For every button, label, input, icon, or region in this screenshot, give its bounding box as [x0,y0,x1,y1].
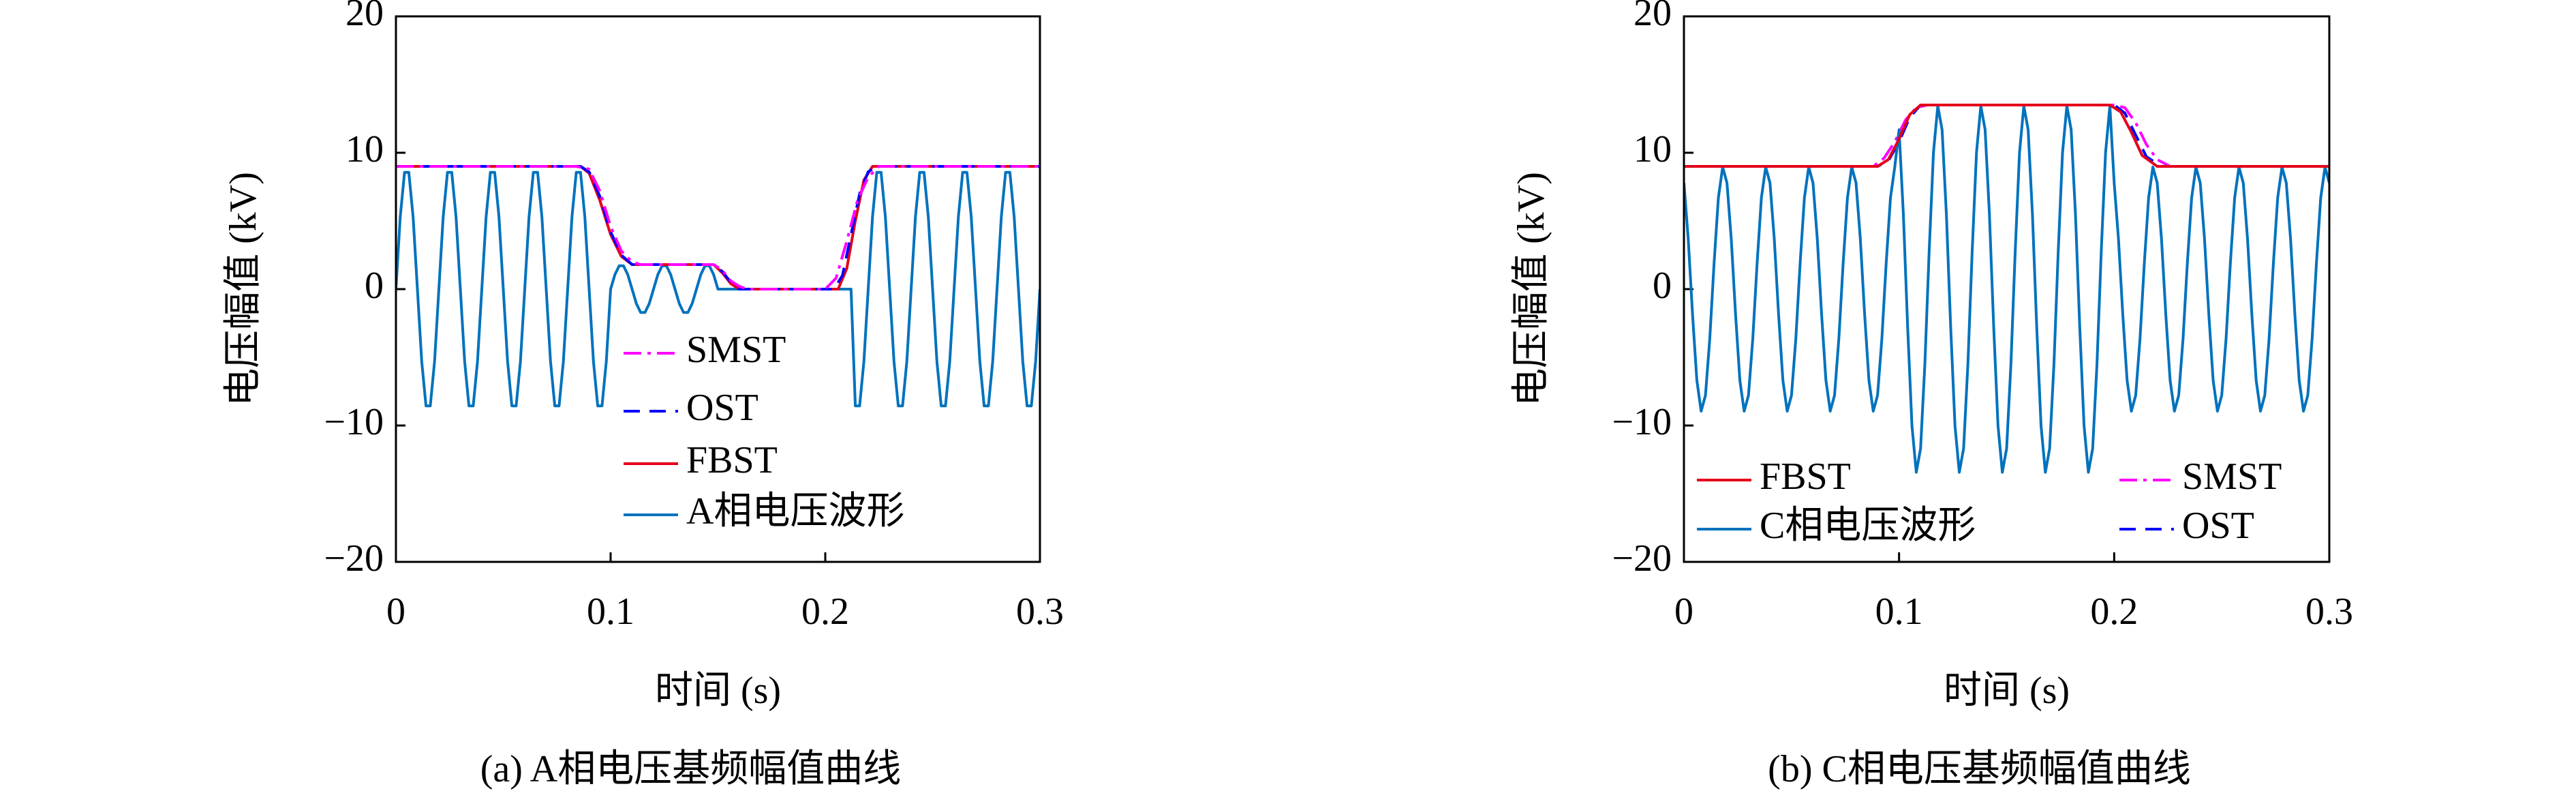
legend-label: FBST [1760,456,1851,498]
series-line [396,165,1040,290]
legend-label: SMST [2182,456,2282,498]
y-tick-label: −20 [1612,537,1672,580]
legend-label: OST [686,387,758,429]
y-tick-label: 10 [1634,128,1672,170]
series-line [1684,104,2329,474]
plot-frame [395,15,1041,563]
x-tick-label: 0.1 [1875,591,1923,633]
x-tick-label: 0.2 [2090,591,2138,633]
series-line [396,170,1040,408]
legend-label: OST [2182,505,2254,547]
series [1684,104,2329,168]
caption: (a) A相电压基频幅值曲线 [480,748,902,790]
y-tick-label: −10 [1612,401,1672,443]
series-line [396,165,1040,290]
series [396,165,1040,290]
caption: (b) C相电压基频幅值曲线 [1768,748,2191,790]
legend-label: C相电压波形 [1760,505,1976,547]
y-tick-label: −10 [324,401,384,443]
x-tick-label: 0 [386,591,405,633]
y-axis-label: 电压幅值 (kV) [222,172,264,406]
series-line [1684,104,2329,168]
series-line [1684,104,2329,168]
legend-label: A相电压波形 [686,490,904,533]
y-tick-label: 20 [346,0,384,34]
y-tick-label: 0 [1653,265,1672,307]
x-tick-label: 0.2 [801,591,849,633]
y-tick-label: 0 [365,265,384,307]
y-tick-label: −20 [324,537,384,580]
y-tick-label: 20 [1634,0,1672,34]
chart: −20 −10 0 10 20 0 0.1 0.2 0.3 SMST OST FBST A相电压波形时间… [222,0,1064,790]
series [396,165,1040,290]
legend-label: SMST [686,329,786,371]
y-tick-label: 10 [346,128,384,170]
series [396,170,1040,408]
x-axis-label: 时间 (s) [655,670,781,712]
x-tick-label: 0.3 [2305,591,2353,633]
series [1684,104,2329,168]
plot-area [396,165,1040,408]
series [1684,104,2329,474]
y-axis-label: 电压幅值 (kV) [1510,172,1552,406]
series [1684,104,2329,168]
series-line [396,165,1040,290]
series-line [1684,104,2329,168]
plot-frame [1683,15,2331,563]
x-tick-label: 0.3 [1016,591,1064,633]
x-tick-label: 0.1 [587,591,634,633]
x-axis-label: 时间 (s) [1944,670,2070,712]
series [396,165,1040,290]
plot-area [1684,104,2329,474]
chart: −20 −10 0 10 20 0 0.1 0.2 0.3 FBST C相电压波形 SMST OST 时间… [1510,0,2353,790]
x-tick-label: 0 [1674,591,1693,633]
legend-label: FBST [686,439,778,481]
